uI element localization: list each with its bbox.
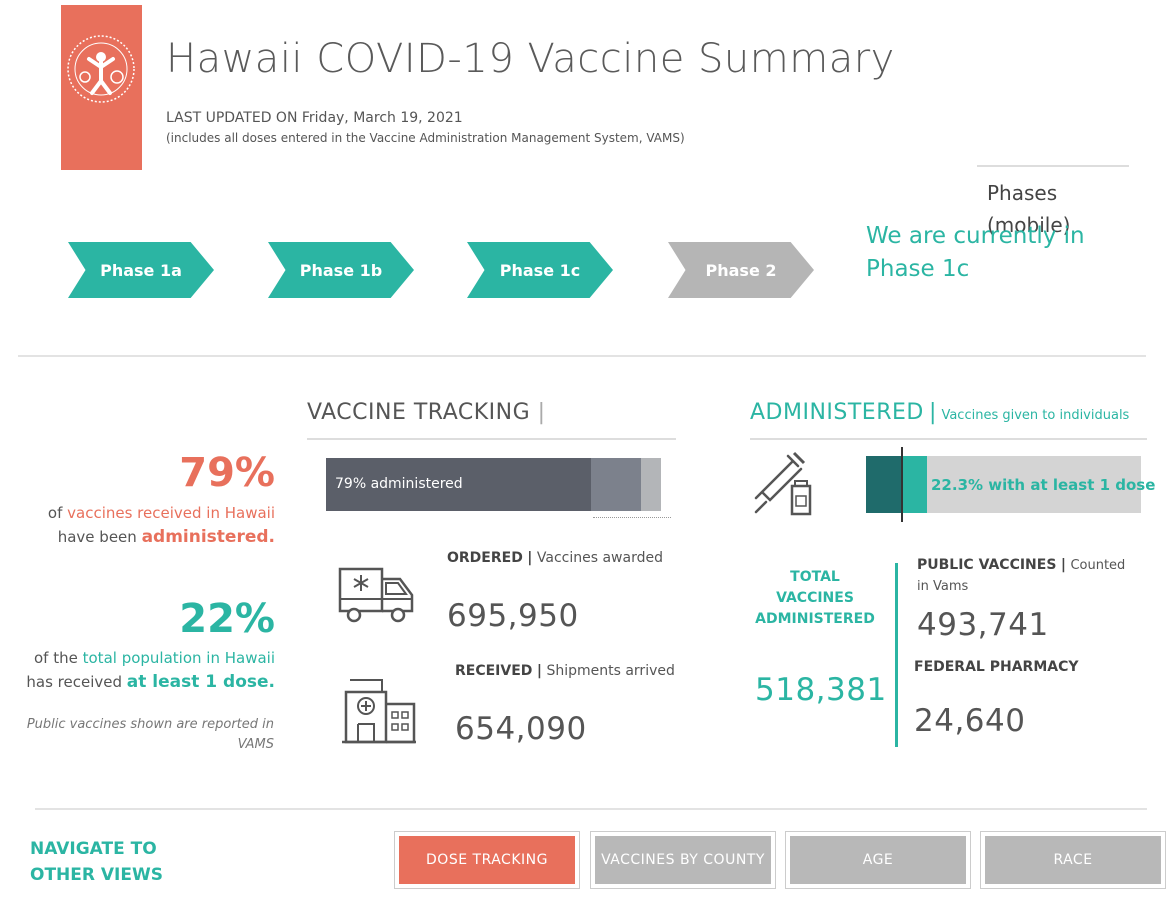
- federal-pharmacy-label: FEDERAL PHARMACY: [914, 659, 1079, 675]
- percent-administered: 79%: [179, 450, 275, 496]
- nav-county-frame: VACCINES BY COUNTY: [590, 831, 776, 889]
- nav-divider: [35, 808, 1147, 810]
- phase-1c-chevron[interactable]: Phase 1c: [467, 242, 613, 298]
- highlight: vaccines received in Hawaii: [67, 504, 275, 522]
- section-title-text: ADMINISTERED: [750, 400, 924, 425]
- section-title-text: VACCINE TRACKING: [307, 400, 531, 425]
- received-desc: Shipments arrived: [546, 663, 675, 679]
- vams-footnote: Public vaccines shown are reported in VA…: [26, 717, 274, 752]
- phase-2-chevron[interactable]: Phase 2: [668, 242, 814, 298]
- nav-race-button[interactable]: RACE: [985, 836, 1161, 884]
- administered-underline: [750, 438, 1147, 440]
- public-vaccines-label: PUBLIC VACCINES | Counted in Vams: [917, 557, 1126, 594]
- phase-label: Phase 1a: [100, 260, 182, 280]
- vaccine-tracking-title: VACCINE TRACKING |: [307, 400, 546, 425]
- last-updated-date: Friday, March 19, 2021: [301, 110, 463, 126]
- administered-subtitle: Vaccines given to individuals: [941, 408, 1130, 423]
- health-department-logo: [61, 5, 142, 170]
- phase-1b-chevron[interactable]: Phase 1b: [268, 242, 414, 298]
- administered-line-2: have been administered.: [20, 527, 275, 547]
- ordered-value: 695,950: [447, 598, 579, 634]
- administered-divider: [895, 563, 898, 747]
- phase-label: Phase 2: [705, 260, 777, 280]
- administered-bar-segment: [326, 458, 591, 511]
- page-title: Hawaii COVID-19 Vaccine Summary: [166, 36, 895, 82]
- population-line-2: has received at least 1 dose.: [20, 672, 275, 692]
- nav-age-frame: AGE: [785, 831, 971, 889]
- nav-dose-tracking-button[interactable]: DOSE TRACKING: [399, 836, 575, 884]
- syringe-vial-icon: [752, 450, 816, 522]
- hospital-icon: [340, 676, 418, 748]
- section-divider: [18, 355, 1146, 357]
- text: of: [47, 504, 68, 522]
- administered-line-1: of vaccines received in Hawaii: [20, 504, 275, 522]
- ambulance-icon: [336, 563, 416, 629]
- phases-mobile-link[interactable]: Phases (mobile): [987, 181, 1071, 237]
- public-desc: Counted in Vams: [917, 558, 1126, 594]
- bar-axis-dots: [593, 517, 671, 518]
- highlight: total population in Hawaii: [82, 649, 275, 667]
- received-value: 654,090: [455, 711, 587, 747]
- nav-vaccines-by-county-button[interactable]: VACCINES BY COUNTY: [595, 836, 771, 884]
- federal-pharmacy-value: 24,640: [914, 703, 1026, 739]
- data-source-note: (includes all doses entered in the Vacci…: [166, 131, 685, 145]
- ordered-label-strong: ORDERED: [447, 550, 523, 566]
- federal-label-strong: FEDERAL PHARMACY: [914, 659, 1079, 675]
- current-phase-text: We are currently in Phase 1c: [866, 223, 1085, 282]
- received-label-strong: RECEIVED: [455, 663, 533, 679]
- nav-age-button[interactable]: AGE: [790, 836, 966, 884]
- last-updated: LAST UPDATED ON Friday, March 19, 2021: [166, 110, 463, 126]
- tracking-underline: [307, 438, 676, 440]
- text: has received: [26, 673, 127, 691]
- total-administered-value: 518,381: [755, 672, 887, 708]
- phase-1a-chevron[interactable]: Phase 1a: [68, 242, 214, 298]
- highlight: at least 1 dose.: [126, 672, 275, 692]
- ordered-desc: Vaccines awarded: [536, 550, 663, 566]
- hawaii-seal-icon: [67, 35, 135, 103]
- nav-race-frame: RACE: [980, 831, 1166, 889]
- bar-reference-line: [901, 447, 903, 522]
- total-administered-label: TOTAL VACCINES ADMINISTERED: [755, 569, 875, 627]
- public-vaccines-value: 493,741: [917, 607, 1049, 643]
- received-label: RECEIVED | Shipments arrived: [455, 663, 675, 679]
- nav-dose-tracking-frame: DOSE TRACKING: [394, 831, 580, 889]
- dose-bar-label: 22.3% with at least 1 dose: [931, 476, 1156, 494]
- phase-label: Phase 1b: [299, 260, 383, 280]
- highlight: administered.: [141, 527, 275, 547]
- public-label-strong: PUBLIC VACCINES: [917, 557, 1057, 573]
- administered-bar[interactable]: 22.3% with at least 1 dose: [866, 456, 1155, 513]
- mobile-divider: [977, 165, 1129, 167]
- navigate-title: NAVIGATE TO OTHER VIEWS: [30, 839, 163, 885]
- ordered-label: ORDERED | Vaccines awarded: [447, 550, 663, 566]
- tracking-bar[interactable]: 79% administered: [326, 458, 661, 511]
- population-line-1: of the total population in Hawaii: [20, 649, 275, 667]
- phase-label: Phase 1c: [499, 260, 581, 280]
- administered-title: ADMINISTERED | Vaccines given to individ…: [750, 400, 1130, 425]
- text: of the: [34, 649, 83, 667]
- full-dose-bar-segment: [866, 456, 902, 513]
- last-updated-label: LAST UPDATED ON: [166, 110, 298, 126]
- tracking-bar-label: 79% administered: [335, 476, 463, 492]
- percent-population: 22%: [179, 596, 275, 642]
- text: have been: [57, 528, 142, 546]
